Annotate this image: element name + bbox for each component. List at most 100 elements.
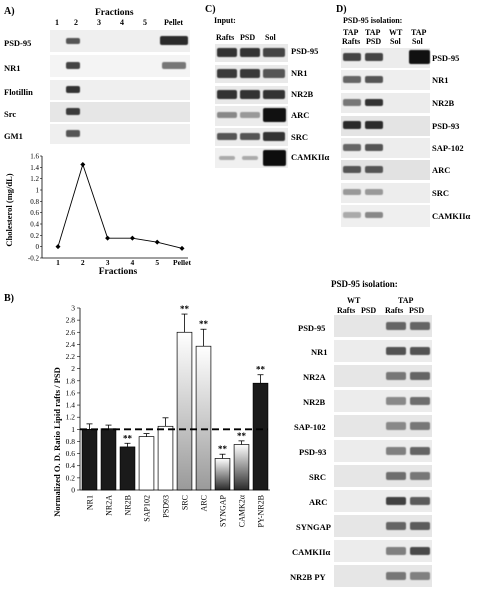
column-header-top: TAP xyxy=(411,28,427,37)
column-header-top: WT xyxy=(389,28,403,37)
x-tick-label: PSD93 xyxy=(162,495,171,518)
blot-band xyxy=(343,76,361,83)
fraction-number-5: 5 xyxy=(143,18,147,27)
blot-label: NR2B PY xyxy=(290,572,326,582)
blot-band xyxy=(343,53,361,61)
x-tick-label: 1 xyxy=(56,258,60,267)
bar xyxy=(157,425,174,491)
blot-strip xyxy=(341,70,430,90)
y-tick-label: 2.2 xyxy=(66,352,76,361)
blot-band xyxy=(66,130,80,137)
blot-label: SAP-102 xyxy=(294,422,326,432)
data-point xyxy=(129,235,135,241)
y-tick-label: 0.6 xyxy=(66,449,76,458)
bar xyxy=(195,345,212,491)
blot-band xyxy=(160,36,188,45)
column-header: Rafts xyxy=(216,33,235,42)
blot-band xyxy=(365,212,383,218)
blot-label: Src xyxy=(4,109,17,119)
blot-label: NR2A xyxy=(303,372,326,382)
x-axis-label: Fractions xyxy=(99,267,138,277)
blot-band xyxy=(410,547,430,555)
blot-strip xyxy=(341,205,430,227)
y-tick-label: 1 xyxy=(71,425,75,434)
blot-band xyxy=(386,547,406,555)
column-header: Rafts xyxy=(385,306,404,315)
x-tick-label: NR2B xyxy=(124,495,133,515)
blot-label: NR1 xyxy=(291,68,308,78)
lipid-raft-ratio-bar-chart: Normalized O. D. Ratio Lipid rafts / PSD… xyxy=(52,304,270,527)
blot-band xyxy=(365,99,383,106)
significance-marker: ** xyxy=(256,365,266,375)
x-tick-label: SYNGAP xyxy=(219,494,228,527)
panel-b-right-title: PSD-95 isolation: xyxy=(331,279,398,289)
y-tick-label: 0.4 xyxy=(66,461,76,470)
blot-band xyxy=(263,90,285,99)
blot-band xyxy=(410,497,430,505)
y-tick-label: 1.8 xyxy=(66,376,76,385)
blot-band xyxy=(343,121,361,129)
bar xyxy=(176,331,193,491)
y-tick-label: 2.6 xyxy=(66,328,76,337)
x-tick-label: SAP102 xyxy=(143,495,152,522)
significance-marker: ** xyxy=(218,444,228,454)
blot-band xyxy=(66,38,80,44)
panel-d-title: PSD-95 isolation: xyxy=(343,16,403,25)
column-header: Sol xyxy=(265,33,276,42)
blot-strip xyxy=(341,160,430,180)
blot-band xyxy=(66,62,80,69)
column-header: PSD xyxy=(409,306,425,315)
blot-band xyxy=(410,422,430,430)
blot-band xyxy=(409,50,430,64)
panel-c-title: Input: xyxy=(214,16,236,25)
blot-band xyxy=(386,397,406,405)
blot-band xyxy=(365,53,383,61)
fraction-pellet: Pellet xyxy=(164,18,184,27)
y-tick-label: -0.2 xyxy=(28,255,40,263)
blot-band xyxy=(386,447,406,455)
column-header: Rafts xyxy=(342,37,361,46)
blot-band xyxy=(217,69,237,78)
blot-band xyxy=(240,133,260,140)
blot-band xyxy=(386,522,406,530)
significance-marker: ** xyxy=(199,319,209,329)
blot-band xyxy=(240,69,260,78)
blot-label: ARC xyxy=(291,110,310,120)
blot-strip xyxy=(334,465,432,487)
blot-strip xyxy=(334,540,432,562)
significance-marker: ** xyxy=(237,431,247,441)
blot-label: SRC xyxy=(309,472,327,482)
column-header: Sol xyxy=(390,37,401,46)
panel-a-fractions-title: Fractions xyxy=(95,8,134,18)
blot-label: NR2B xyxy=(303,397,326,407)
blot-label: NR2B xyxy=(291,89,314,99)
y-tick-label: 2.8 xyxy=(66,316,76,325)
blot-band xyxy=(386,497,406,505)
blot-strip xyxy=(334,515,432,537)
bar xyxy=(81,428,98,491)
blot-strip xyxy=(341,93,430,113)
y-tick-label: 0 xyxy=(36,243,40,251)
bar xyxy=(233,444,250,491)
blot-band xyxy=(386,472,406,480)
blot-strip xyxy=(341,183,430,203)
blot-band xyxy=(343,166,361,173)
blot-label: NR1 xyxy=(311,347,328,357)
cholesterol-series-line xyxy=(57,163,183,249)
column-header: PSD xyxy=(361,306,377,315)
blot-strip xyxy=(341,138,430,158)
y-tick-label: 1.4 xyxy=(30,164,39,172)
blot-label: GM1 xyxy=(4,131,23,141)
column-header: PSD xyxy=(366,37,382,46)
y-tick-label: 1.4 xyxy=(66,401,76,410)
x-tick-label: 3 xyxy=(106,258,110,267)
blot-strip xyxy=(334,415,432,437)
panel-a-label: A) xyxy=(4,6,15,17)
bar xyxy=(100,428,117,491)
blot-band xyxy=(263,108,286,122)
x-tick-label: NR2A xyxy=(105,495,114,516)
blot-label: Flotillin xyxy=(4,87,33,97)
blot-band xyxy=(263,150,286,166)
blot-band xyxy=(343,189,361,195)
blot-band xyxy=(217,48,237,57)
